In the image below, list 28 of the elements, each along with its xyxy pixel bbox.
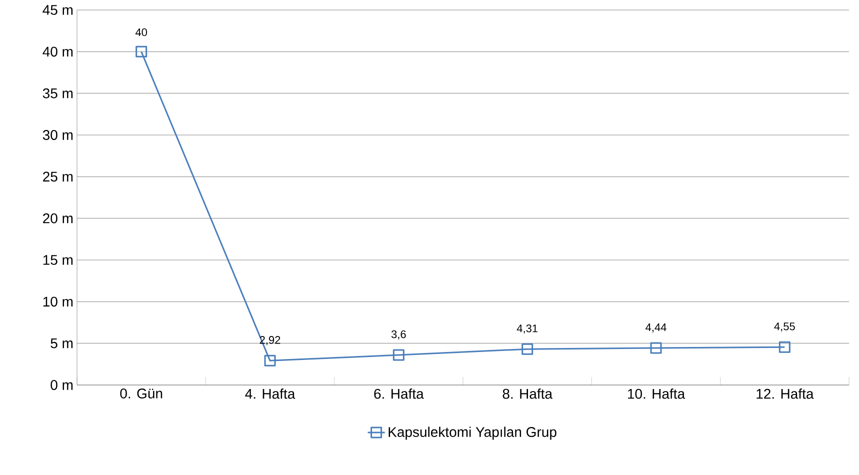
y-tick-label: 0 m bbox=[50, 380, 73, 390]
point bbox=[392, 349, 404, 361]
x-tick-label: 4. Hafta bbox=[245, 388, 296, 399]
y-tick-label: 10 m bbox=[43, 296, 73, 307]
x-tick-label: 12. Hafta bbox=[756, 388, 814, 399]
y-tick-label: 45 m bbox=[42, 5, 73, 15]
point bbox=[136, 46, 148, 58]
y-tick-label: 40 m bbox=[42, 46, 73, 57]
x-tick-label: 0. Gün bbox=[120, 388, 162, 398]
x-tick-label: 8. Hafta bbox=[502, 388, 552, 399]
data-label: 40 bbox=[135, 28, 148, 36]
y-tick-label: 30 m bbox=[42, 130, 73, 140]
y-tick-label: 5 m bbox=[50, 338, 73, 348]
point bbox=[264, 354, 276, 366]
y-tick-label: 15 m bbox=[43, 255, 73, 265]
point bbox=[650, 342, 662, 354]
y-tick-label: 20 m bbox=[43, 213, 73, 224]
y-tick-label: 25 m bbox=[43, 172, 73, 182]
x-tick-label: 10. Hafta bbox=[628, 388, 686, 399]
data-label: 4,55 bbox=[774, 322, 795, 332]
point bbox=[522, 343, 534, 355]
data-label: 4,31 bbox=[516, 324, 538, 334]
y-tick-label: 35 m bbox=[42, 88, 73, 98]
data-label: 3,6 bbox=[391, 330, 406, 340]
point bbox=[778, 341, 790, 353]
x-tick-label: 6. Hafta bbox=[374, 388, 424, 399]
legend-label: Kapsulektomi Yapılan Grup bbox=[388, 426, 556, 440]
data-label: 4,44 bbox=[646, 324, 666, 332]
